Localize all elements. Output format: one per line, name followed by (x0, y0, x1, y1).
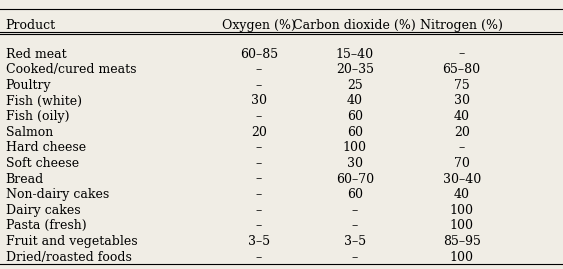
Text: 65–80: 65–80 (443, 63, 481, 76)
Text: 40: 40 (347, 94, 363, 108)
Text: 60: 60 (347, 110, 363, 123)
Text: Nitrogen (%): Nitrogen (%) (420, 19, 503, 32)
Text: 100: 100 (450, 251, 473, 264)
Text: 100: 100 (450, 204, 473, 217)
Text: Fruit and vegetables: Fruit and vegetables (6, 235, 137, 248)
Text: Cooked/cured meats: Cooked/cured meats (6, 63, 136, 76)
Text: 20: 20 (251, 126, 267, 139)
Text: 30: 30 (454, 94, 470, 108)
Text: 40: 40 (454, 110, 470, 123)
Text: 40: 40 (454, 188, 470, 201)
Text: 100: 100 (343, 141, 367, 154)
Text: 30: 30 (251, 94, 267, 108)
Text: 60–85: 60–85 (240, 48, 278, 61)
Text: –: – (351, 220, 358, 232)
Text: Dried/roasted foods: Dried/roasted foods (6, 251, 132, 264)
Text: 3–5: 3–5 (248, 235, 270, 248)
Text: 20–35: 20–35 (336, 63, 374, 76)
Text: 25: 25 (347, 79, 363, 92)
Text: Bread: Bread (6, 173, 44, 186)
Text: –: – (351, 204, 358, 217)
Text: Poultry: Poultry (6, 79, 51, 92)
Text: 20: 20 (454, 126, 470, 139)
Text: –: – (256, 79, 262, 92)
Text: Carbon dioxide (%): Carbon dioxide (%) (293, 19, 416, 32)
Text: Non-dairy cakes: Non-dairy cakes (6, 188, 109, 201)
Text: –: – (256, 173, 262, 186)
Text: Soft cheese: Soft cheese (6, 157, 79, 170)
Text: –: – (256, 141, 262, 154)
Text: 30–40: 30–40 (443, 173, 481, 186)
Text: 75: 75 (454, 79, 470, 92)
Text: –: – (458, 48, 465, 61)
Text: Oxygen (%): Oxygen (%) (222, 19, 296, 32)
Text: –: – (256, 251, 262, 264)
Text: Fish (oily): Fish (oily) (6, 110, 69, 123)
Text: –: – (256, 157, 262, 170)
Text: –: – (351, 251, 358, 264)
Text: Salmon: Salmon (6, 126, 53, 139)
Text: 30: 30 (347, 157, 363, 170)
Text: Pasta (fresh): Pasta (fresh) (6, 220, 86, 232)
Text: 15–40: 15–40 (336, 48, 374, 61)
Text: 60: 60 (347, 126, 363, 139)
Text: –: – (256, 204, 262, 217)
Text: –: – (256, 63, 262, 76)
Text: Fish (white): Fish (white) (6, 94, 82, 108)
Text: –: – (458, 141, 465, 154)
Text: Product: Product (6, 19, 56, 32)
Text: 60: 60 (347, 188, 363, 201)
Text: –: – (256, 188, 262, 201)
Text: 3–5: 3–5 (343, 235, 366, 248)
Text: Hard cheese: Hard cheese (6, 141, 86, 154)
Text: 60–70: 60–70 (336, 173, 374, 186)
Text: Red meat: Red meat (6, 48, 66, 61)
Text: Dairy cakes: Dairy cakes (6, 204, 81, 217)
Text: 100: 100 (450, 220, 473, 232)
Text: 85–95: 85–95 (443, 235, 481, 248)
Text: –: – (256, 110, 262, 123)
Text: –: – (256, 220, 262, 232)
Text: 70: 70 (454, 157, 470, 170)
